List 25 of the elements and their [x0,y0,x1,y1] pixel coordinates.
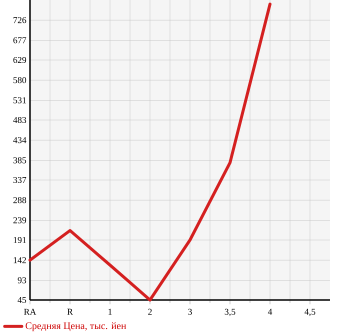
legend-label: Средняя Цена, тыс. йен [26,322,126,332]
y-tick-label: 726 [14,17,26,24]
y-tick-label: 434 [13,137,26,144]
y-tick-label: 483 [13,116,26,124]
y-tick-label: 142 [14,257,26,264]
x-tick-label: R [67,308,73,315]
x-tick-label: 1 [108,308,112,315]
y-tick-label: 288 [13,197,26,204]
y-tick-label: 629 [13,56,26,64]
x-tick-label: 3,5 [224,308,236,316]
x-tick-label: 3 [188,308,192,315]
y-tick-label: 45 [18,296,26,304]
y-tick-label: 531 [13,97,26,104]
y-tick-label: 580 [13,77,26,84]
x-tick-label: RA [24,308,36,315]
y-tick-label: 677 [13,37,26,44]
y-tick-label: 191 [14,236,26,244]
y-tick-label: 93 [18,277,26,284]
x-tick-label: 2 [148,308,152,315]
line-series [28,2,272,302]
y-tick-label: 385 [13,157,26,164]
x-tick-label: 4,5 [304,308,316,316]
y-tick-label: 239 [13,217,26,224]
y-tick-label: 337 [13,176,26,184]
x-tick-label: 4 [268,308,272,315]
